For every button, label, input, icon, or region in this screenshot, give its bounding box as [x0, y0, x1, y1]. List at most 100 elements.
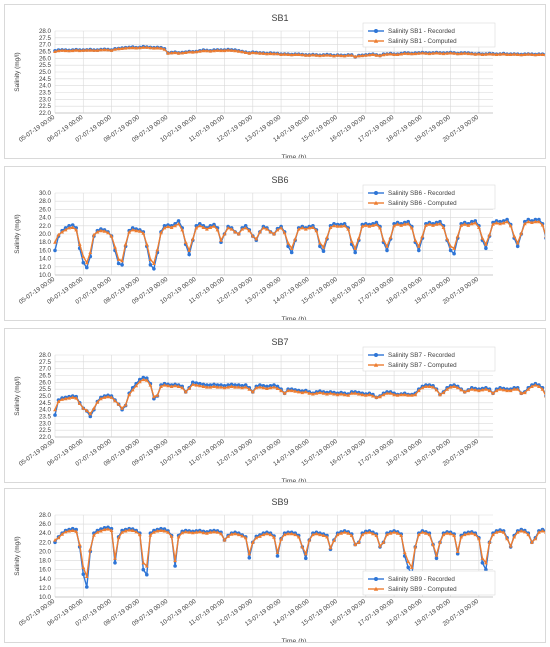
data-point	[81, 406, 86, 410]
y-tick-label: 27.5	[39, 35, 52, 42]
legend-label: Salinity SB6 - Computed	[388, 200, 457, 207]
data-point	[318, 241, 322, 245]
data-point	[247, 228, 252, 233]
data-point	[477, 536, 481, 541]
y-tick-label: 26.0	[39, 379, 52, 386]
data-point	[480, 236, 485, 240]
data-point	[342, 54, 347, 58]
data-point	[74, 529, 79, 533]
data-point	[180, 228, 185, 232]
data-point	[385, 532, 389, 537]
data-point	[540, 223, 545, 227]
data-point	[522, 221, 527, 226]
data-point	[332, 538, 336, 542]
data-point	[452, 246, 456, 250]
y-tick-label: 25.0	[39, 393, 52, 400]
data-point	[526, 217, 531, 222]
data-point	[413, 238, 418, 242]
data-point	[304, 556, 308, 561]
data-point	[289, 246, 294, 250]
data-point	[229, 48, 234, 52]
data-point	[311, 225, 315, 229]
data-point	[374, 222, 379, 227]
data-point	[176, 384, 181, 388]
data-point	[328, 391, 333, 395]
data-point	[452, 533, 456, 537]
data-point	[113, 398, 117, 403]
data-point	[169, 51, 174, 55]
data-point	[88, 48, 93, 52]
data-point	[275, 550, 280, 554]
y-tick-label: 14.0	[39, 576, 52, 583]
data-point	[159, 46, 163, 50]
series-computed	[53, 219, 545, 265]
data-point	[512, 535, 517, 539]
data-point	[190, 382, 195, 386]
data-point	[452, 251, 456, 256]
data-point	[307, 391, 312, 395]
data-point	[438, 392, 442, 397]
data-point	[342, 223, 347, 228]
data-point	[250, 50, 255, 55]
data-point	[226, 48, 230, 52]
data-point	[314, 53, 319, 57]
data-point	[116, 535, 121, 540]
data-point	[356, 236, 361, 240]
data-point	[275, 384, 280, 389]
data-point	[99, 48, 103, 52]
data-point	[275, 554, 280, 558]
data-point	[144, 564, 149, 568]
data-point	[515, 530, 520, 534]
data-point	[130, 528, 135, 532]
data-point	[494, 219, 499, 223]
legend-marker	[373, 586, 379, 591]
data-point	[258, 230, 262, 234]
data-point	[201, 225, 206, 229]
data-point	[544, 235, 545, 238]
series-line	[54, 378, 545, 415]
data-point	[455, 549, 460, 553]
data-point	[53, 49, 57, 53]
data-point	[448, 385, 453, 389]
data-point	[307, 226, 312, 230]
data-point	[434, 556, 439, 561]
data-point	[293, 237, 298, 241]
data-point	[346, 531, 351, 535]
data-point	[473, 52, 478, 56]
data-point	[127, 45, 132, 50]
data-point	[515, 52, 520, 56]
data-point	[349, 53, 354, 57]
data-point	[339, 531, 343, 535]
data-point	[473, 532, 478, 537]
data-point	[427, 51, 432, 56]
data-point	[261, 51, 266, 55]
legend-marker	[374, 29, 378, 33]
data-point	[279, 52, 283, 56]
data-point	[141, 231, 146, 235]
data-point	[484, 242, 488, 246]
chart-title: SB9	[271, 497, 288, 507]
data-point	[250, 390, 255, 394]
data-point	[314, 228, 319, 233]
data-point	[388, 52, 393, 56]
data-point	[431, 385, 435, 389]
data-point	[180, 51, 185, 55]
data-point	[501, 221, 506, 225]
data-point	[208, 530, 213, 534]
data-point	[434, 222, 439, 226]
data-point	[480, 52, 485, 56]
data-point	[219, 385, 223, 389]
data-point	[258, 385, 262, 389]
legend-box	[362, 570, 496, 596]
data-point	[413, 392, 418, 397]
data-point	[533, 536, 538, 541]
data-point	[145, 376, 149, 380]
data-point	[145, 572, 149, 577]
legend-marker	[374, 191, 378, 195]
data-point	[363, 53, 368, 57]
data-point	[374, 395, 379, 399]
data-point	[53, 413, 57, 417]
data-point	[328, 53, 333, 57]
data-point	[402, 392, 407, 397]
data-point	[508, 388, 513, 393]
